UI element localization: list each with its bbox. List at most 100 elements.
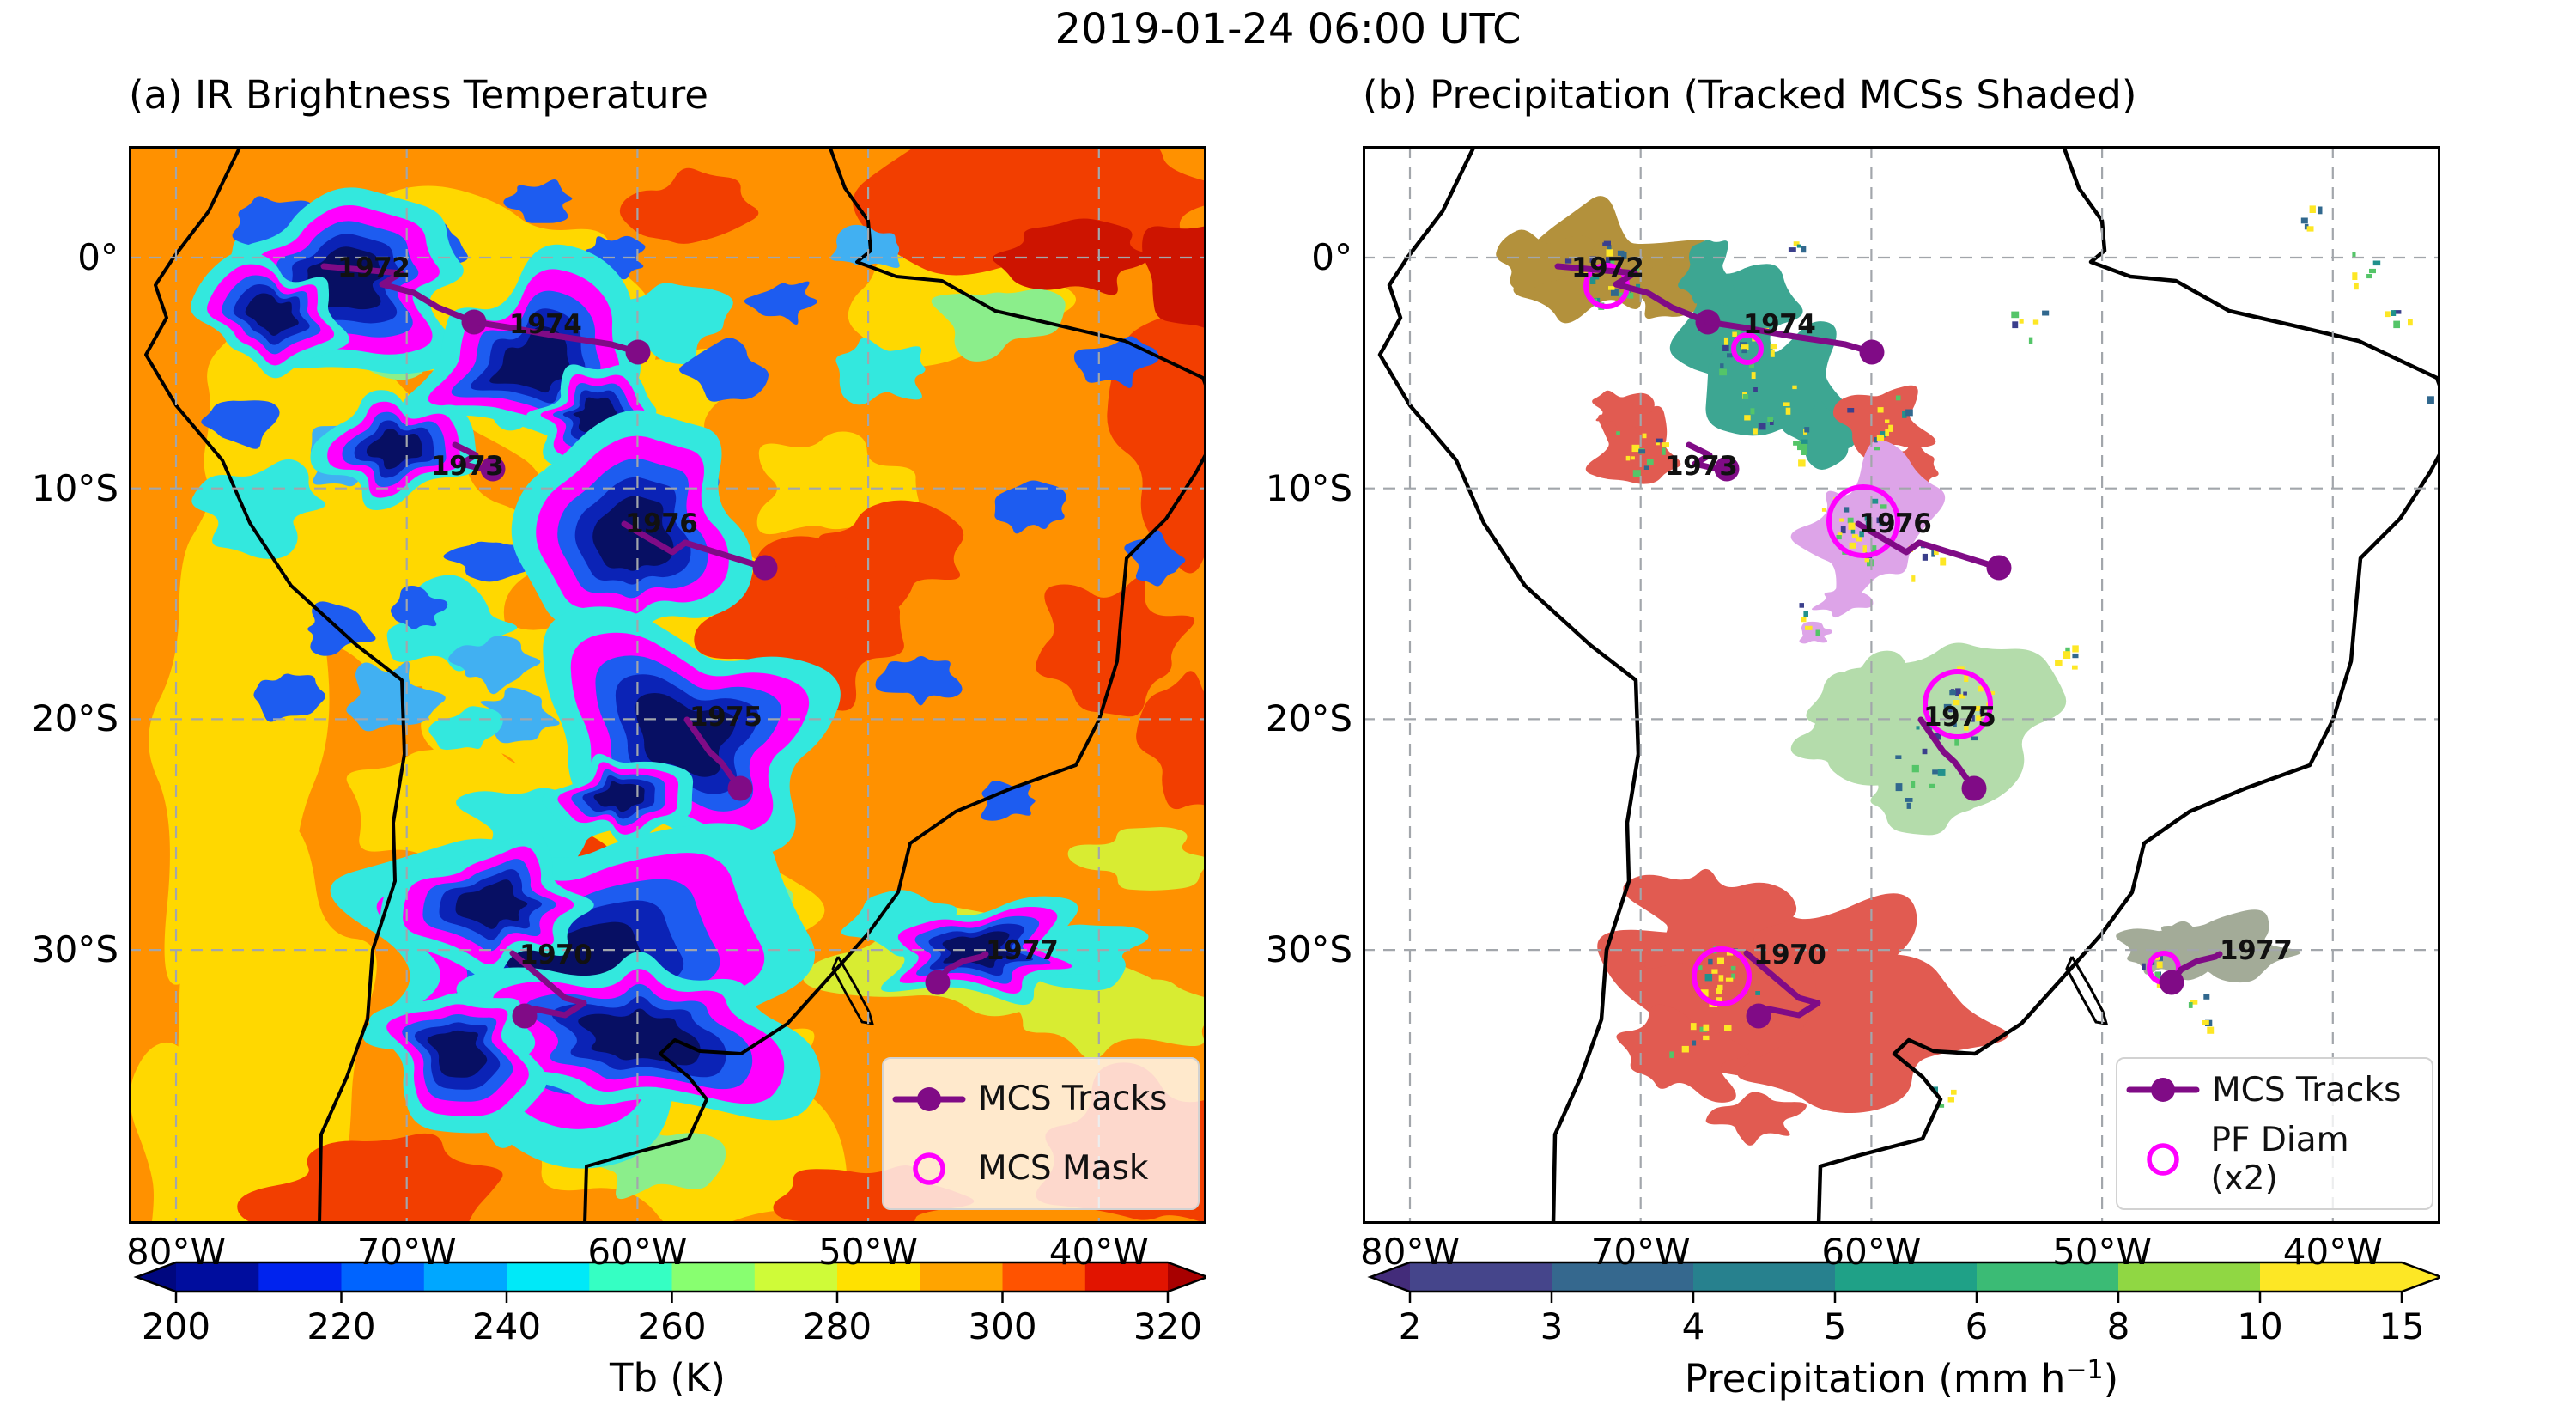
ir-field-blob — [237, 1133, 503, 1224]
precip-speck — [1929, 783, 1935, 788]
precip-speck — [1785, 407, 1791, 415]
precip-speck — [1603, 240, 1611, 246]
precip-speck — [1755, 991, 1760, 995]
x-tick-label: 80°W — [1360, 1231, 1460, 1273]
ir-field-blob — [1067, 827, 1206, 891]
legend-panel-b: MCS Tracks PF Diam (x2) — [2116, 1057, 2433, 1210]
mcs-shaded-region — [1496, 229, 1595, 291]
ir-cold-cloud — [366, 429, 423, 470]
mcs-track-label: 1972 — [337, 252, 410, 283]
precip-speck — [1720, 363, 1724, 368]
x-tick-label: 80°W — [126, 1231, 226, 1273]
mcs-shaded-region — [1513, 196, 1721, 324]
precip-speck — [1730, 965, 1736, 971]
precip-speck — [1888, 424, 1893, 432]
mcs-track-label: 1977 — [2220, 935, 2292, 966]
precip-speck — [1876, 517, 1883, 524]
precip-speck — [1935, 733, 1941, 740]
y-tick-label: 10°S — [1265, 466, 1352, 509]
mcs-track-path — [452, 441, 486, 472]
mcs-track-path — [1686, 441, 1720, 472]
ir-field-blob — [992, 218, 1151, 295]
ir-field-blob — [346, 661, 446, 732]
precip-speck — [1803, 611, 1808, 617]
precip-speck — [1643, 465, 1649, 470]
pf-diameter-circle — [1923, 669, 1993, 739]
precip-speck — [1874, 447, 1880, 451]
precip-speck — [1801, 617, 1807, 623]
mcs-track-label: 1972 — [1571, 252, 1643, 283]
colorbar-tick-label: 5 — [1823, 1305, 1847, 1347]
colorbar-segment — [1693, 1262, 1836, 1292]
mcs-track-point — [1714, 456, 1740, 482]
ir-field-blob — [503, 179, 573, 223]
y-tick-label: 30°S — [1265, 928, 1352, 971]
precip-speck — [2300, 217, 2308, 224]
precip-speck — [1954, 739, 1959, 746]
precip-speck — [1793, 241, 1800, 246]
precip-speck — [1589, 256, 1597, 263]
mcs-track-path — [1704, 319, 1875, 356]
precip-speck — [1700, 989, 1709, 997]
colorbar-tick-label: 260 — [637, 1305, 707, 1347]
colorbar-tb — [133, 1261, 1206, 1303]
mcs-track-label: 1973 — [1665, 451, 1737, 482]
precip-speck — [1635, 265, 1639, 271]
colorbar-segment — [423, 1262, 507, 1292]
precip-speck — [2063, 651, 2071, 659]
precip-speck — [1911, 781, 1916, 788]
precip-speck — [1690, 1023, 1697, 1031]
precip-speck — [1906, 802, 1911, 809]
precip-speck — [1911, 764, 1919, 773]
ir-field-blob — [931, 289, 1066, 362]
precip-speck — [1949, 690, 1956, 696]
precip-speck — [1951, 1089, 1957, 1095]
mcs-track-point — [727, 775, 753, 801]
precip-speck — [2156, 961, 2163, 969]
precip-speck — [1656, 441, 1660, 446]
precip-speck — [2142, 963, 2146, 970]
precip-speck — [1979, 708, 1984, 715]
precip-speck — [1642, 433, 1647, 439]
precip-speck — [1848, 522, 1856, 530]
panel-b-title: (b) Precipitation (Tracked MCSs Shaded) — [1363, 72, 2137, 118]
ir-field-blob — [619, 167, 759, 244]
precip-speck — [1717, 984, 1723, 990]
precip-speck — [2072, 653, 2079, 659]
precip-speck — [1844, 507, 1850, 513]
ir-field-blob — [818, 500, 964, 614]
precip-speck — [2309, 205, 2316, 213]
precip-speck — [2408, 319, 2413, 326]
precip-speck — [1976, 715, 1983, 721]
precip-speck — [1638, 449, 1646, 454]
mcs-track-marker-icon — [892, 1086, 966, 1111]
precip-speck — [1940, 557, 1947, 566]
mcs-track-label: 1974 — [509, 309, 581, 340]
precip-speck — [2394, 310, 2402, 314]
precip-speck — [1625, 455, 1631, 461]
precip-speck — [1619, 292, 1625, 297]
pf-diameter-circle — [1826, 484, 1900, 558]
legend-label-mcs-tracks: MCS Tracks — [978, 1079, 1168, 1118]
precip-speck — [1856, 536, 1862, 542]
precip-speck — [2188, 1002, 2193, 1008]
coastline — [144, 146, 406, 1224]
precip-speck — [1758, 423, 1766, 430]
mcs-shaded-region — [1811, 581, 1874, 618]
mcs-shaded-region — [1678, 240, 1735, 306]
mcs-shaded-region — [1790, 708, 1882, 769]
mcs-shaded-region — [1737, 949, 2008, 1114]
colorbar-tick-label: 3 — [1540, 1305, 1564, 1347]
mcs-track-point — [625, 339, 651, 365]
precip-speck — [1708, 958, 1713, 965]
precip-speck — [1593, 275, 1600, 280]
legend-row-pf-diam: PF Diam (x2) — [2126, 1121, 2423, 1198]
mcs-track-point — [925, 970, 951, 995]
precip-speck — [1801, 439, 1808, 444]
precip-speck — [1616, 431, 1620, 435]
mcs-track-point — [1961, 775, 1987, 801]
precip-speck — [2354, 283, 2359, 290]
precip-speck — [1606, 257, 1612, 264]
precip-speck — [1770, 420, 1774, 425]
ir-field-blob — [201, 400, 280, 449]
